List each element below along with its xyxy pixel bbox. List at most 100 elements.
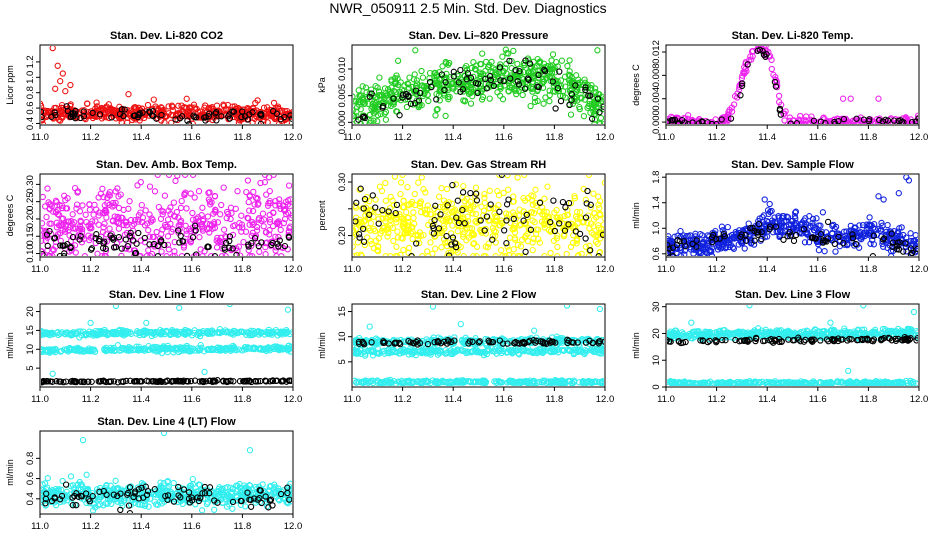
data-point [381, 350, 388, 357]
data-point [531, 64, 538, 71]
data-point [364, 215, 371, 222]
data-point [353, 218, 359, 225]
data-point [246, 193, 253, 200]
y-tick-label: 1.8 [651, 171, 662, 184]
data-point [84, 100, 91, 107]
data-point [272, 343, 279, 350]
data-point [460, 253, 467, 256]
data-point [499, 253, 506, 256]
data-point [554, 214, 561, 221]
data-point [737, 92, 744, 99]
data-point [127, 112, 134, 120]
data-point [250, 188, 257, 196]
data-point [481, 190, 488, 198]
data-point [852, 117, 859, 124]
data-point [62, 205, 70, 212]
data-point [404, 219, 412, 226]
data-point [677, 253, 685, 256]
data-point [439, 217, 446, 224]
data-point [191, 228, 198, 235]
y-tick-label: 0.000 [337, 110, 348, 134]
data-point [392, 88, 400, 96]
data-point [266, 227, 273, 234]
data-point [708, 253, 716, 256]
data-point [829, 222, 836, 230]
data-point [876, 116, 883, 124]
data-point [790, 237, 798, 245]
data-point [461, 229, 468, 236]
data-point [366, 93, 373, 100]
data-point [742, 237, 750, 244]
data-point [667, 245, 673, 252]
data-point [470, 253, 477, 256]
data-point [41, 226, 44, 233]
data-points [353, 175, 604, 256]
data-point [175, 227, 182, 234]
data-point [278, 253, 285, 256]
data-point [832, 223, 840, 231]
data-point [419, 82, 426, 89]
data-point [73, 205, 80, 212]
data-point [492, 239, 499, 246]
data-point [405, 226, 413, 233]
data-point [62, 88, 69, 95]
y-axis-label: ml/min [317, 332, 327, 359]
data-point [357, 106, 364, 113]
data-point [571, 195, 579, 202]
data-point [53, 378, 60, 385]
data-point [175, 102, 182, 109]
data-point [55, 222, 63, 229]
data-point [273, 344, 280, 351]
data-point [399, 235, 406, 242]
data-point [176, 239, 183, 246]
data-point [567, 89, 575, 97]
data-point [577, 209, 584, 216]
data-point [517, 243, 525, 250]
data-point [106, 378, 113, 386]
data-point [142, 207, 149, 214]
data-point [810, 117, 818, 124]
data-point [266, 231, 273, 238]
data-point [667, 249, 671, 256]
data-point [693, 118, 700, 124]
panel-4: Stan. Dev. Amb. Box Temp.11.0 11.2 11.4 11.… [5, 159, 302, 275]
data-point [189, 175, 197, 178]
data-point [914, 112, 918, 119]
data-point [254, 97, 261, 104]
data-point [553, 82, 561, 89]
data-point [99, 185, 106, 192]
data-point [839, 95, 847, 102]
data-point [486, 73, 494, 80]
data-point [235, 329, 243, 336]
data-point [353, 228, 356, 234]
data-point [596, 248, 604, 256]
data-point [214, 219, 222, 226]
data-point [739, 72, 746, 79]
data-point [582, 86, 589, 94]
data-point [149, 112, 156, 119]
data-point [48, 330, 56, 337]
data-point [680, 238, 688, 245]
data-point [712, 235, 720, 243]
data-point [376, 183, 384, 190]
data-point [149, 377, 156, 385]
data-point [270, 175, 277, 178]
data-point [229, 245, 236, 252]
data-point [451, 240, 459, 247]
data-point [548, 220, 555, 228]
data-point [692, 230, 699, 237]
data-point [149, 233, 156, 241]
data-point [884, 117, 892, 124]
data-point [743, 225, 750, 232]
data-point [487, 201, 494, 208]
data-point [390, 237, 397, 245]
data-point [840, 115, 848, 123]
data-point [189, 120, 196, 124]
data-point [78, 332, 85, 339]
data-point [275, 218, 282, 225]
data-point [390, 201, 397, 209]
y-axis-label: kPa [317, 77, 327, 93]
data-point [531, 218, 538, 226]
